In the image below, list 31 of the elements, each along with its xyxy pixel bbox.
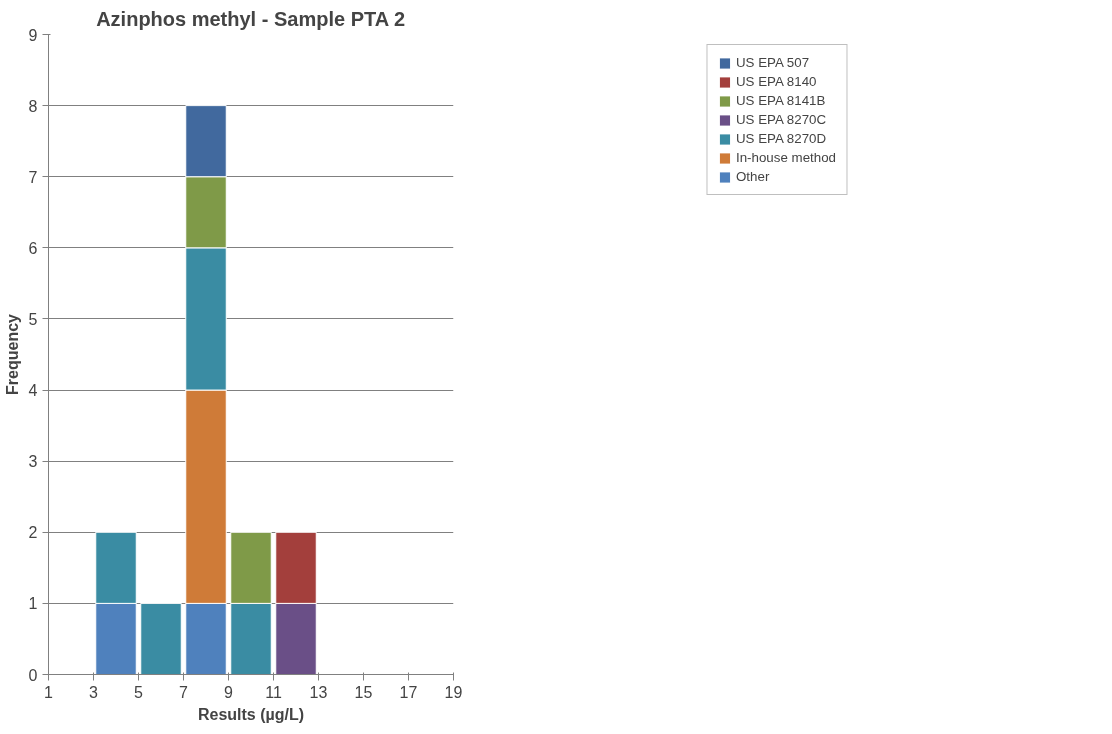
y-tick-label: 9 [28,26,38,44]
legend-label: US EPA 8141B [735,93,826,108]
x-tick-label: 19 [444,683,463,701]
x-tick-label: 11 [265,683,282,701]
y-tick-label: 4 [28,382,38,400]
y-tick-label: 7 [28,168,38,186]
y-tick-label: 8 [28,97,38,115]
x-tick-label: 3 [89,683,99,701]
chart-title: Azinphos methyl - Sample PTA 2 [96,7,406,30]
y-tick-label: 5 [28,310,38,328]
x-tick-label: 5 [134,683,144,701]
x-tick-label: 13 [309,683,328,701]
x-tick-label: 9 [224,683,234,701]
bar [140,602,182,675]
legend-label: US EPA 507 [735,55,810,70]
x-tick-label: 1 [44,683,54,701]
x-tick-label: 15 [354,683,373,701]
legend-label: US EPA 8270C [735,112,827,127]
y-tick-label: 3 [28,453,38,471]
y-tick-label: 6 [28,239,38,257]
x-tick-label: 7 [179,683,189,701]
legend-label: Other [735,169,770,184]
legend-label: US EPA 8140 [735,74,817,89]
legend-label: US EPA 8270D [735,131,827,146]
x-axis-title: Results (µg/L) [197,705,305,723]
legend-label: In-house method [735,150,837,165]
x-tick-label: 17 [399,683,418,701]
y-tick-label: 2 [28,524,38,542]
y-tick-label: 1 [28,595,38,613]
y-axis-title: Frequency [3,313,21,395]
y-tick-label: 0 [28,666,38,684]
